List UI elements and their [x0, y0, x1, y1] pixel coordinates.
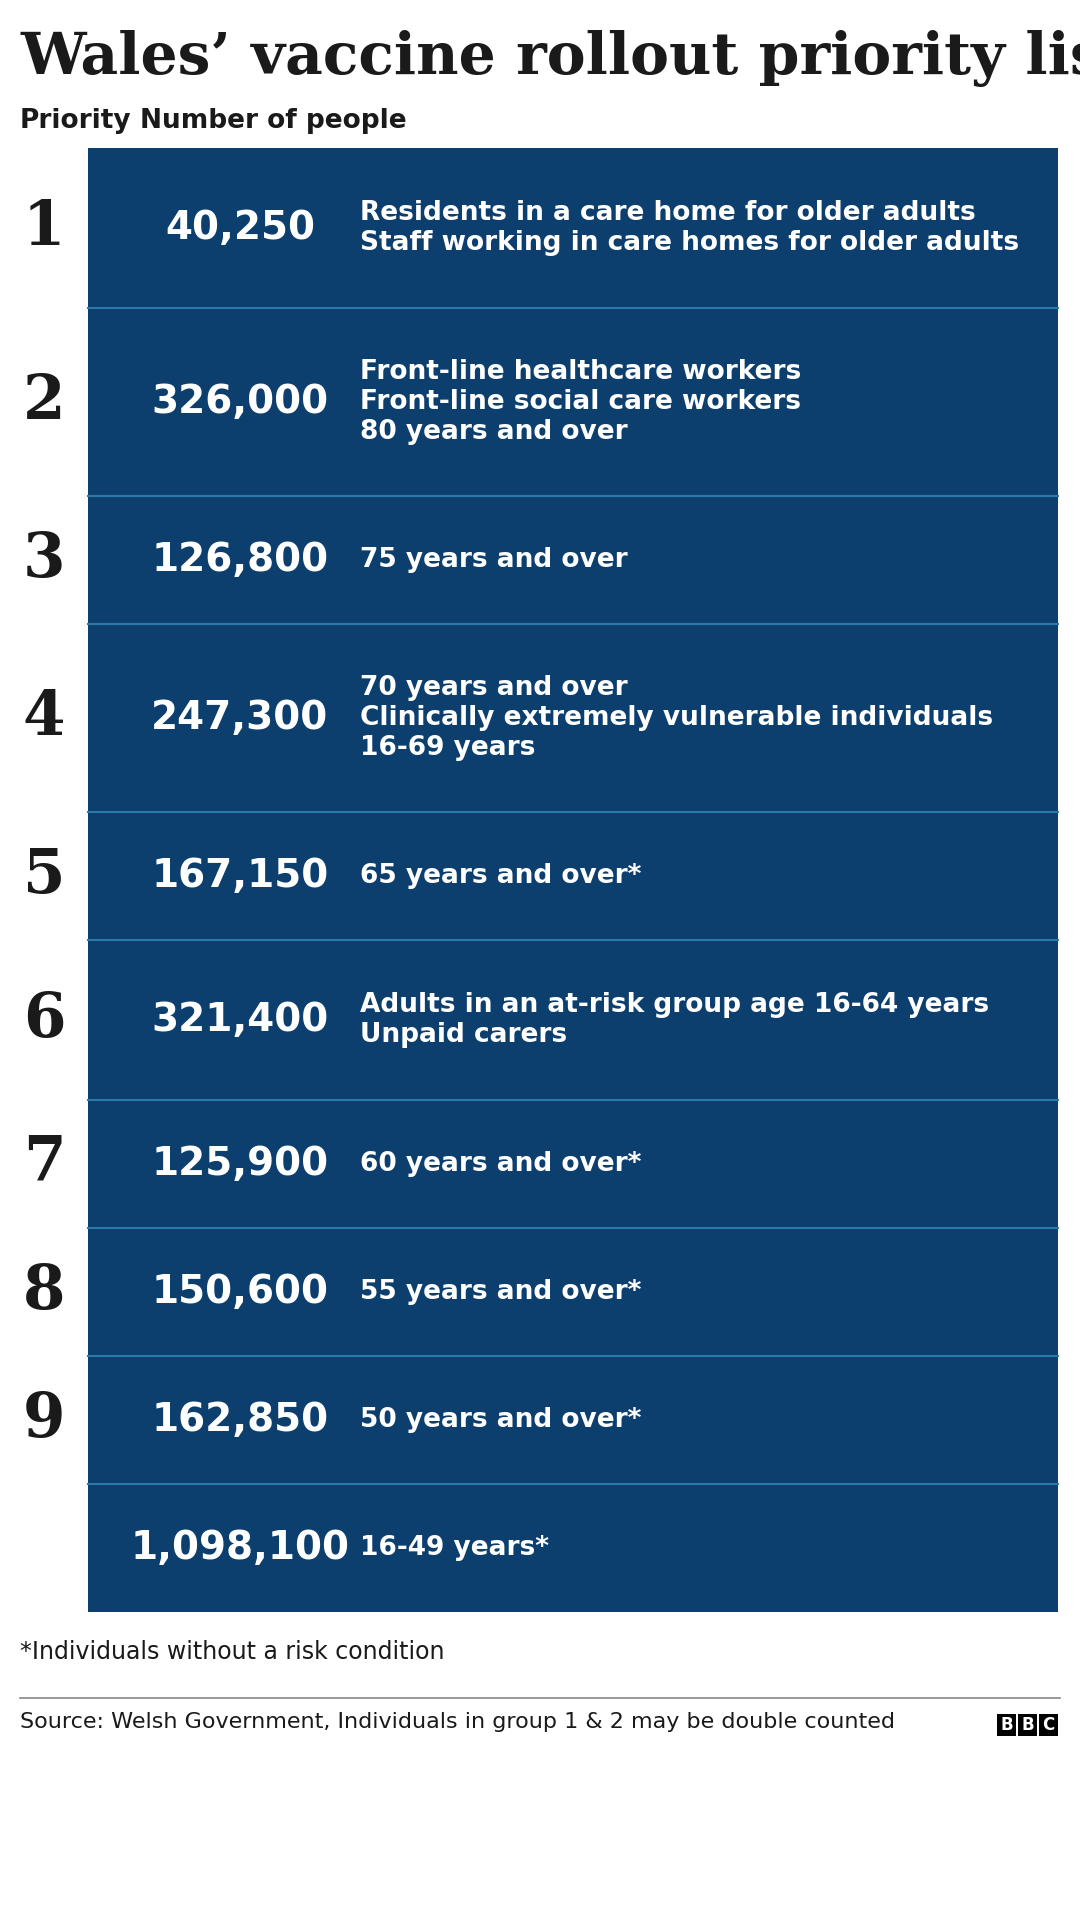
- Text: B: B: [1022, 1716, 1034, 1734]
- Text: 60 years and over*: 60 years and over*: [360, 1150, 642, 1177]
- Text: Residents in a care home for older adults: Residents in a care home for older adult…: [360, 200, 975, 227]
- Text: 6: 6: [23, 991, 65, 1050]
- Text: Priority: Priority: [21, 108, 132, 134]
- FancyBboxPatch shape: [87, 148, 1058, 1613]
- Text: 4: 4: [23, 687, 65, 749]
- Text: 162,850: 162,850: [151, 1402, 328, 1438]
- Text: 7: 7: [23, 1135, 65, 1194]
- Text: Clinically extremely vulnerable individuals: Clinically extremely vulnerable individu…: [360, 705, 994, 732]
- Text: Front-line social care workers: Front-line social care workers: [360, 390, 801, 415]
- Text: 167,150: 167,150: [151, 856, 328, 895]
- Text: 80 years and over: 80 years and over: [360, 419, 627, 445]
- Text: B: B: [1000, 1716, 1013, 1734]
- Text: Wales’ vaccine rollout priority list: Wales’ vaccine rollout priority list: [21, 31, 1080, 86]
- Text: 50 years and over*: 50 years and over*: [360, 1407, 642, 1432]
- Text: Front-line healthcare workers: Front-line healthcare workers: [360, 359, 801, 386]
- Text: Adults in an at-risk group age 16-64 years: Adults in an at-risk group age 16-64 yea…: [360, 993, 989, 1018]
- Text: 55 years and over*: 55 years and over*: [360, 1279, 642, 1306]
- Text: 70 years and over: 70 years and over: [360, 676, 627, 701]
- Text: 150,600: 150,600: [151, 1273, 328, 1311]
- Text: Staff working in care homes for older adults: Staff working in care homes for older ad…: [360, 230, 1020, 255]
- Text: 2: 2: [23, 372, 65, 432]
- Text: 8: 8: [23, 1261, 65, 1323]
- Text: 326,000: 326,000: [151, 382, 328, 420]
- Text: 16-69 years: 16-69 years: [360, 735, 536, 760]
- FancyBboxPatch shape: [1039, 1715, 1058, 1736]
- Text: 5: 5: [23, 847, 65, 906]
- Text: Unpaid carers: Unpaid carers: [360, 1021, 567, 1048]
- Text: 65 years and over*: 65 years and over*: [360, 862, 642, 889]
- FancyBboxPatch shape: [997, 1715, 1016, 1736]
- Text: C: C: [1042, 1716, 1055, 1734]
- FancyBboxPatch shape: [1018, 1715, 1037, 1736]
- Text: *Individuals without a risk condition: *Individuals without a risk condition: [21, 1640, 445, 1665]
- Text: 3: 3: [23, 530, 65, 589]
- Text: 1,098,100: 1,098,100: [131, 1528, 350, 1567]
- Text: 16-49 years*: 16-49 years*: [360, 1534, 549, 1561]
- Text: 247,300: 247,300: [151, 699, 328, 737]
- Text: 321,400: 321,400: [151, 1000, 328, 1039]
- Text: 1: 1: [23, 198, 65, 257]
- Text: 125,900: 125,900: [151, 1144, 328, 1183]
- Text: Source: Welsh Government, Individuals in group 1 & 2 may be double counted: Source: Welsh Government, Individuals in…: [21, 1713, 895, 1732]
- Text: 40,250: 40,250: [165, 209, 315, 248]
- Text: Number of people: Number of people: [140, 108, 407, 134]
- Text: 75 years and over: 75 years and over: [360, 547, 627, 572]
- Text: 126,800: 126,800: [151, 541, 328, 580]
- Text: 9: 9: [23, 1390, 65, 1450]
